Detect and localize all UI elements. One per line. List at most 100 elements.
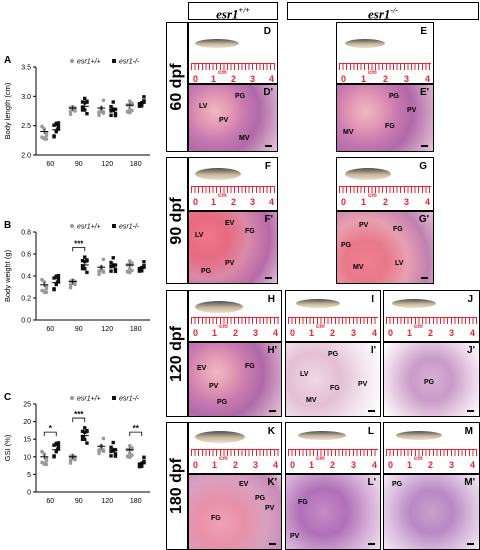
data-point-ko (80, 108, 85, 112)
tissue-label: EV (197, 365, 207, 372)
ruler-num: 1 (309, 460, 315, 470)
ruler-num: 2 (383, 197, 389, 207)
y-axis-label: GSI (%) (3, 434, 12, 461)
data-point-ko (52, 287, 56, 292)
tissue-label: PV (225, 260, 235, 267)
data-point-ko (137, 464, 142, 469)
scale-bar (368, 543, 375, 545)
header-wildtype: esr1+/+ (188, 2, 278, 21)
ruler-num: 1 (212, 328, 218, 338)
fish-image (195, 301, 243, 313)
header-wt-sup: +/+ (238, 6, 250, 15)
data-point-ko (142, 459, 146, 464)
data-point-wt (44, 133, 49, 138)
row-label-180dpf: 180 dpf (166, 422, 188, 550)
data-point-ko (56, 441, 61, 445)
chart-b-svg: 0.0 0.2 0.4 0.6 0.8 Body weight (g) 60 90 120 180… (3, 224, 150, 333)
data-point-ko (85, 429, 89, 434)
scale-bar (421, 277, 428, 279)
data-point-wt (40, 288, 44, 293)
ruler-num: 0 (290, 328, 296, 338)
ruler (191, 186, 275, 200)
panel-label-g: G (419, 161, 427, 172)
panel-label-f: F (264, 161, 271, 172)
tissue-label: PV (209, 383, 219, 390)
data-point-ko (142, 455, 146, 459)
data-point-ko (80, 266, 85, 271)
photo-g: G 0 1 cm 2 3 4 (336, 157, 434, 211)
ruler-num: 4 (470, 328, 476, 338)
ruler-num: 2 (330, 328, 336, 338)
panel-label-k1: K' (267, 477, 277, 488)
scale-bar (269, 543, 276, 545)
data-point-wt (68, 461, 73, 465)
scale-bar (265, 277, 272, 279)
ruler (339, 186, 431, 200)
y-tick-label: 15 (23, 437, 31, 444)
tissue-label: FG (245, 363, 255, 370)
tissue-label: MV (306, 397, 317, 404)
data-point-ko (80, 264, 85, 268)
ruler-num: 0 (193, 74, 199, 84)
ruler-num: 1 (407, 460, 413, 470)
tissue-label: PG (328, 351, 339, 358)
chart-a: A 2.0 2.5 3.0 3.5 Body length (cm) 60 90 120 180… (0, 55, 160, 175)
legend-marker-wt (70, 396, 74, 400)
data-point-ko (109, 113, 113, 118)
photo-h: H 0 1 cm 2 3 4 (188, 290, 282, 342)
ruler-unit: cm (219, 456, 228, 462)
tissue-label: PV (265, 505, 275, 512)
data-point-ko (109, 105, 113, 109)
tissue-label: PG (392, 481, 403, 488)
data-point-ko (109, 260, 113, 265)
ruler-unit: cm (368, 193, 377, 199)
panel-label-m: M (464, 426, 473, 437)
ruler-unit: cm (316, 456, 325, 462)
photo-e: E 0 1 cm 2 3 4 (336, 22, 434, 84)
ruler-num: 0 (341, 197, 347, 207)
data-point-ko (56, 447, 61, 451)
data-point-ko (109, 109, 113, 113)
y-tick-label: 3.0 (21, 94, 31, 101)
y-tick-label: 0.6 (21, 252, 31, 259)
data-point-ko (142, 95, 146, 99)
photo-i: I 0 1 cm 2 3 4 (285, 290, 381, 342)
ruler-num: 0 (388, 328, 394, 338)
histology-h1: H' EV FG PV PG (188, 342, 282, 417)
ruler-unit: cm (219, 324, 228, 330)
panel-label-h: H (267, 294, 275, 305)
ruler-num: 1 (211, 197, 217, 207)
histology-j1: J' PG (383, 342, 480, 417)
photo-k: K 0 1 cm 2 3 4 (188, 422, 282, 474)
data-point-ko (85, 441, 89, 445)
data-point-wt (101, 98, 106, 103)
y-tick-label: 5 (27, 472, 31, 479)
tissue-label: FG (298, 499, 308, 506)
data-point-ko (109, 454, 113, 458)
fish-image (298, 431, 346, 440)
ruler (386, 449, 477, 463)
x-tick-label: 180 (130, 498, 142, 505)
histology-k1: K' EV FG PG PV (188, 474, 282, 550)
ruler-num: 1 (361, 197, 367, 207)
legend-label: esr1-/- (119, 59, 140, 66)
legend-marker-ko (112, 396, 116, 400)
x-tick-label: 90 (75, 498, 83, 505)
data-point-ko (140, 464, 144, 469)
data-point-ko (111, 256, 115, 260)
significance-bracket (72, 247, 86, 252)
chart-a-svg: 2.0 2.5 3.0 3.5 Body length (cm) 60 90 120 180 es… (3, 59, 150, 168)
data-point-ko (142, 264, 146, 268)
y-axis-label: Body length (cm) (3, 82, 12, 139)
data-point-ko (80, 100, 85, 104)
data-point-ko (140, 104, 144, 108)
row-label-120dpf: 120 dpf (166, 290, 188, 417)
x-tick-label: 120 (101, 326, 113, 333)
ruler-num: 1 (407, 328, 413, 338)
tissue-label: PV (358, 381, 368, 388)
photo-l: L 0 1 cm 2 3 4 (285, 422, 381, 474)
ruler-num: 2 (233, 460, 239, 470)
data-point-wt (127, 110, 132, 115)
y-tick-label: 25 (23, 402, 31, 409)
fish-image (195, 168, 241, 180)
